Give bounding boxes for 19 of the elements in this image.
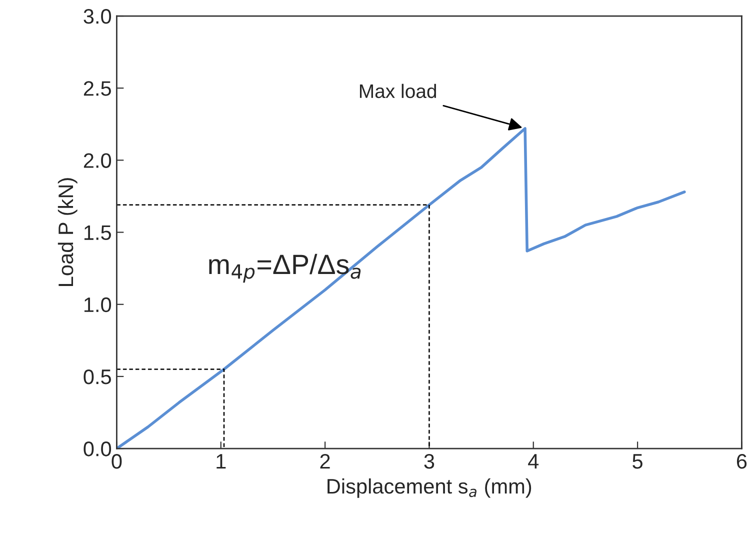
y-tick-label: 0.5 (84, 369, 111, 384)
y-tick-label: 0.0 (84, 442, 112, 456)
line-series (116, 127, 686, 449)
x-tick-label: 3 (424, 454, 434, 469)
y-tick-label: 2.0 (84, 153, 112, 168)
x-tick-label: 5 (632, 454, 642, 469)
x-tick-label: 1 (216, 454, 226, 469)
y-tick-label: 3.0 (84, 9, 112, 24)
x-axis-title: Displacement s$_{a}$ (mm) (328, 478, 532, 498)
x-tick-label: 6 (736, 454, 747, 469)
annotation: Max load (360, 84, 436, 98)
x-tick-label: 2 (320, 454, 330, 469)
x-tick-label: 0 (112, 454, 122, 469)
y-tick-label: 1.5 (84, 226, 111, 240)
y-tick-label: 2.5 (84, 81, 111, 96)
y-tick-label: 1.0 (84, 297, 112, 312)
x-tick-label: 4 (528, 454, 539, 469)
y-axis-title: Load P (kN) (58, 178, 78, 286)
annotation: m$_{4p}$=ΔP/Δs$_{a}$ (209, 254, 361, 283)
